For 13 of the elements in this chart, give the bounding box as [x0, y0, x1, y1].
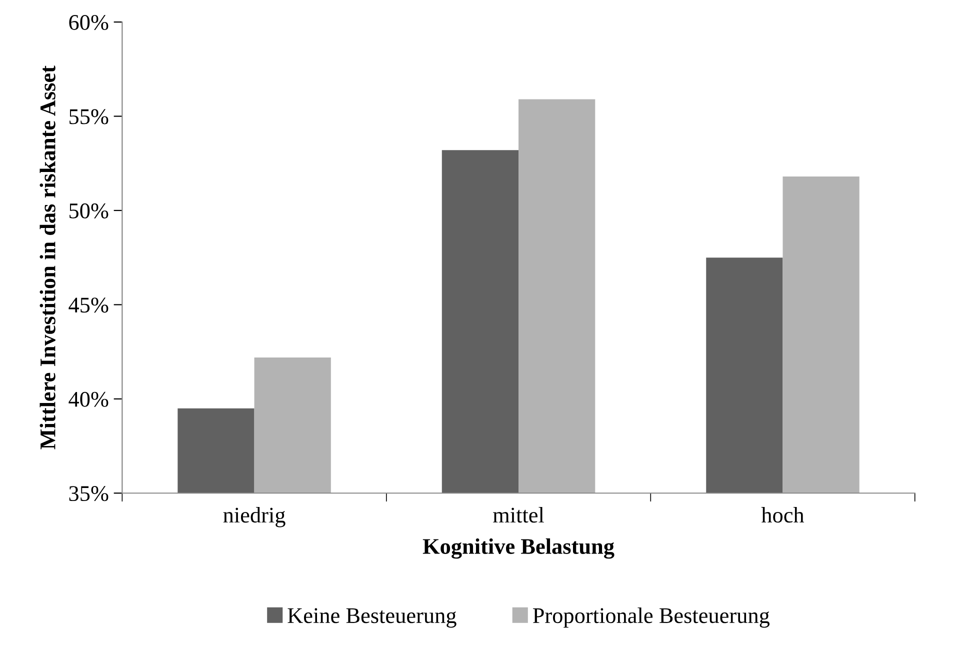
- y-tick-label: 55%: [70, 109, 108, 124]
- x-axis-title: Kognitive Belastung: [422, 538, 614, 559]
- y-tick-label: 40%: [68, 392, 108, 407]
- y-tick-label: 50%: [70, 203, 108, 218]
- y-tick-label: 35%: [69, 486, 108, 502]
- x-tick-label: hoch: [761, 507, 804, 523]
- x-tick-label: niedrig: [223, 507, 286, 528]
- y-tick-label: 60%: [69, 14, 108, 30]
- legend-label: Proportionale Besteuerung: [532, 607, 770, 628]
- legend-label: Keine Besteuerung: [288, 608, 456, 628]
- y-axis-title: Mittlere Investition in das riskante Asset: [40, 66, 56, 450]
- x-tick-label: mittel: [493, 507, 544, 523]
- y-tick-label: 45%: [68, 298, 108, 313]
